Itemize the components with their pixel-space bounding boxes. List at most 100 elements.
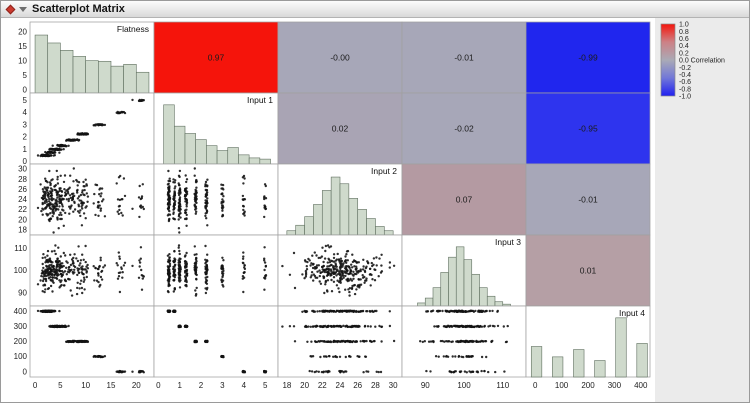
histogram-bar[interactable] [530,346,543,378]
histogram-bar[interactable] [163,104,175,165]
correlation-cell-0-3[interactable]: -0.01 [401,21,527,94]
histogram-bar[interactable] [375,226,385,236]
histogram-bar[interactable] [440,272,449,307]
histogram-bar[interactable] [206,145,218,165]
histogram-bar[interactable] [594,360,606,378]
histogram-bar[interactable] [123,64,137,94]
histogram-bar[interactable] [248,157,261,165]
histogram-bar[interactable] [135,71,150,94]
histogram-bar[interactable] [573,349,585,378]
histogram-bar[interactable] [227,147,239,165]
panel-title: Scatterplot Matrix [32,2,125,15]
histogram-bar[interactable] [184,133,196,165]
correlation-cell-0-2[interactable]: -0.00 [277,21,403,94]
histogram-bar[interactable] [47,42,61,94]
histogram-bar[interactable] [286,230,297,236]
scatter-cell-2-0[interactable] [29,163,155,236]
y-axis-tick-label: 100 [14,266,28,275]
legend-tick-label: 1.0 [679,22,689,29]
disclosure-triangle-icon[interactable] [19,6,27,12]
histogram-bar[interactable] [636,343,648,378]
histogram-cell-4[interactable]: Input 4 [525,305,651,378]
jmp-diamond-icon [5,4,16,14]
histogram-bar[interactable] [424,297,434,307]
x-axis-tick-label: 0 [533,381,538,390]
histogram-bar[interactable] [72,56,86,94]
scatter-cell-3-2[interactable] [277,234,403,307]
y-axis-tick-label: 22 [18,205,27,214]
histogram-bar[interactable] [259,158,271,165]
histogram-cell-0[interactable]: Flatness [29,21,155,94]
histogram-bar[interactable] [238,154,250,165]
scatter-cell-1-0[interactable] [29,92,155,165]
y-axis-tick-label: 2 [23,133,28,142]
histogram-bar[interactable] [357,209,367,236]
y-axis-tick-label: 15 [18,42,27,51]
histogram-bar[interactable] [479,287,488,307]
correlation-cell-0-4[interactable]: -0.99 [525,21,651,94]
histogram-bar[interactable] [174,125,186,165]
correlation-cell-2-4[interactable]: -0.01 [525,163,651,236]
histogram-bar[interactable] [348,198,359,236]
y-axis-tick-label: 100 [14,352,28,361]
scatterplot-matrix-svg[interactable]: Flatness 0.97 -0.00 -0.01 -0.99 Input 1 0.02 -0… [1,18,749,402]
variable-label: Flatness [117,24,149,34]
scatter-cell-4-2[interactable] [277,305,403,378]
histogram-bar[interactable] [471,273,480,307]
histogram-bar[interactable] [34,34,49,94]
correlation-cell-1-2[interactable]: 0.02 [277,92,403,165]
y-axis-tick-label: 3 [23,120,28,129]
histogram-bar[interactable] [432,287,442,307]
histogram-bar[interactable] [304,216,314,236]
scatter-cell-3-1[interactable] [153,234,279,307]
correlation-value: 0.07 [456,195,473,205]
histogram-bar[interactable] [494,301,504,307]
histogram-bar[interactable] [321,190,332,236]
correlation-cell-3-4[interactable]: 0.01 [525,234,651,307]
y-axis-tick-label: 28 [18,175,27,184]
histogram-bar[interactable] [366,218,376,236]
correlation-cell-1-3[interactable]: -0.02 [401,92,527,165]
y-axis-tick-label: 5 [23,96,28,105]
histogram-bar[interactable] [85,60,99,94]
x-axis-tick-label: 30 [389,381,398,390]
legend-tick-label: 0.4 [679,43,689,50]
panel-header[interactable]: Scatterplot Matrix [1,1,749,18]
x-axis-tick-label: 18 [282,381,291,390]
histogram-bar[interactable] [195,139,207,165]
histogram-cell-3[interactable]: Input 3 [401,234,527,307]
y-axis-tick-label: 20 [18,28,27,37]
histogram-bar[interactable] [455,246,465,307]
histogram-bar[interactable] [463,259,473,307]
scatter-cell-4-0[interactable] [29,305,155,378]
correlation-cell-0-1[interactable]: 0.97 [153,21,279,94]
histogram-bar[interactable] [313,204,323,236]
histogram-bar[interactable] [216,150,229,165]
histogram-bar[interactable] [295,224,305,236]
histogram-bar[interactable] [448,256,457,307]
correlation-cell-2-3[interactable]: 0.07 [401,163,527,236]
scatter-cell-4-3[interactable] [401,305,527,378]
histogram-cell-1[interactable]: Input 1 [153,92,279,165]
histogram-bar[interactable] [60,49,74,94]
correlation-cell-1-4[interactable]: -0.95 [525,92,651,165]
x-axis-tick-label: 3 [220,381,225,390]
histogram-bar[interactable] [383,230,394,236]
correlation-value: 0.02 [332,124,349,134]
y-axis-tick-label: 24 [18,195,27,204]
legend-tick-label: 0.6 [679,36,689,43]
scatter-cell-3-0[interactable] [29,234,155,307]
histogram-bar[interactable] [552,356,564,378]
histogram-bar[interactable] [110,65,124,94]
scatter-cell-2-1[interactable] [153,163,279,236]
histogram-bar[interactable] [98,60,112,94]
histogram-bar[interactable] [486,295,496,307]
histogram-bar[interactable] [339,183,350,236]
histogram-bar[interactable] [615,317,627,378]
histogram-bar[interactable] [417,302,426,307]
histogram-cell-2[interactable]: Input 2 [277,163,403,236]
x-axis-tick-label: 300 [608,381,622,390]
histogram-bar[interactable] [330,176,341,236]
scatter-cell-4-1[interactable] [153,305,279,378]
correlation-value: -0.95 [578,124,598,134]
